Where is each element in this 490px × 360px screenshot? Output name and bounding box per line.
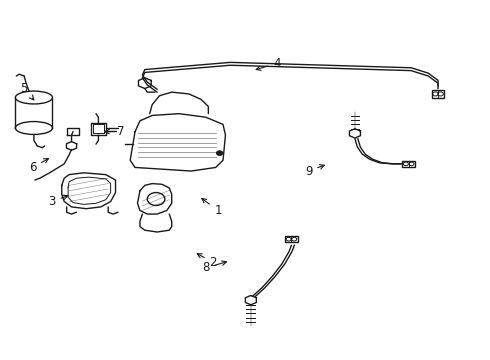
Circle shape — [217, 151, 222, 155]
Text: 1: 1 — [202, 198, 222, 217]
Text: 6: 6 — [29, 159, 49, 174]
Text: 5: 5 — [21, 82, 34, 100]
Text: 8: 8 — [202, 261, 226, 274]
Text: 3: 3 — [49, 195, 68, 208]
Text: 7: 7 — [105, 125, 124, 138]
Text: 4: 4 — [256, 57, 280, 70]
Text: 9: 9 — [305, 165, 324, 177]
Text: 2: 2 — [197, 254, 217, 269]
